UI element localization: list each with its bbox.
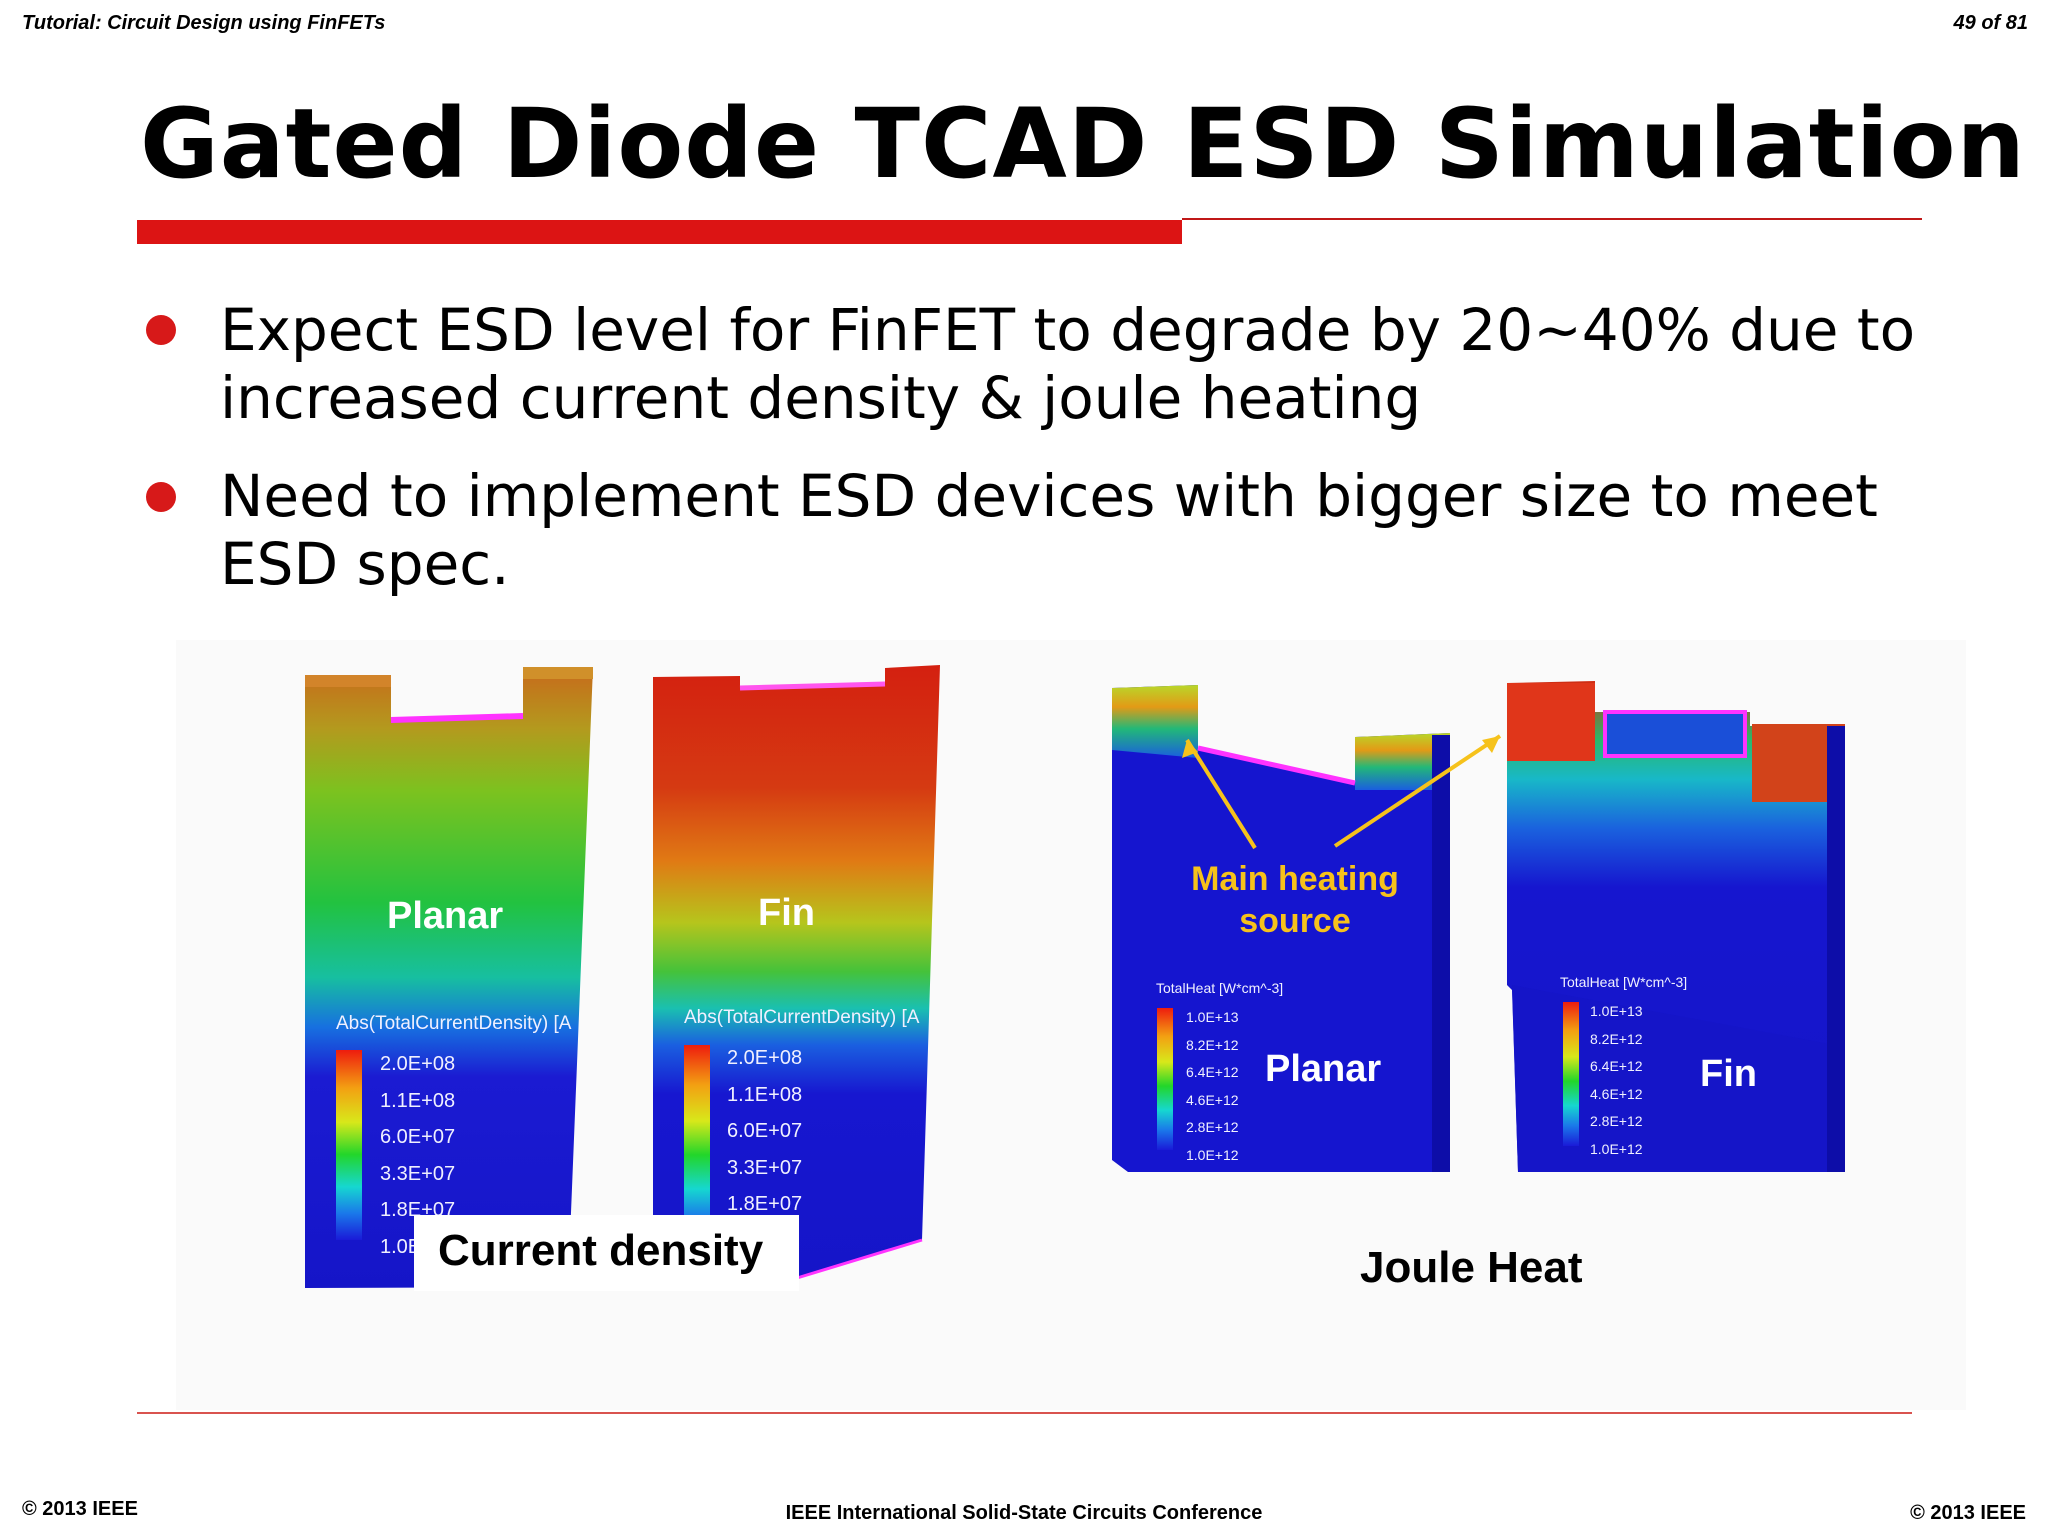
annotation-main-heating-source: Main heating source bbox=[1170, 858, 1420, 942]
bullet-2-line-2: ESD spec. bbox=[220, 530, 510, 598]
bullet-1-line-1: Expect ESD level for FinFET to degrade b… bbox=[220, 296, 1916, 364]
bullet-2: Need to implement ESD devices with bigge… bbox=[220, 462, 1920, 598]
caption-current-density: Current density bbox=[438, 1226, 764, 1275]
header-tutorial-title: Tutorial: Circuit Design using FinFETs bbox=[22, 12, 386, 34]
title-underline-thin bbox=[1182, 218, 1922, 220]
label-planar-current: Planar bbox=[387, 895, 504, 937]
legend-value: 1.0E+13 bbox=[1186, 1009, 1239, 1025]
legend-values-planar-heat: 1.0E+13 8.2E+12 6.4E+12 4.6E+12 2.8E+12 … bbox=[1186, 1004, 1239, 1170]
legend-value: 3.3E+07 bbox=[727, 1156, 803, 1179]
legend-value: 1.0E+13 bbox=[1590, 1003, 1643, 1019]
slide-title: Gated Diode TCAD ESD Simulation bbox=[140, 88, 2026, 200]
legend-value: 4.6E+12 bbox=[1590, 1085, 1643, 1102]
legend-value: 2.0E+08 bbox=[727, 1047, 803, 1069]
legend-title-planar-heat: TotalHeat [W*cm^-3] bbox=[1156, 980, 1284, 996]
bullet-1-line-2: increased current density & joule heatin… bbox=[220, 364, 1422, 432]
footer-copyright-right: © 2013 IEEE bbox=[1910, 1502, 2026, 1524]
legend-value: 1.0E+12 bbox=[1186, 1146, 1239, 1163]
bullet-dot-2 bbox=[146, 482, 176, 512]
legend-values-fin-current: 2.0E+08 1.1E+08 6.0E+07 3.3E+07 1.8E+07 bbox=[727, 1040, 802, 1223]
caption-joule-heat: Joule Heat bbox=[1360, 1243, 1583, 1292]
legend-values-fin-heat: 1.0E+13 8.2E+12 6.4E+12 4.6E+12 2.8E+12 … bbox=[1590, 998, 1643, 1164]
legend-value: 1.0E bbox=[380, 1235, 422, 1258]
legend-value: 4.6E+12 bbox=[1186, 1091, 1239, 1108]
footer-conference: IEEE International Solid-State Circuits … bbox=[785, 1502, 1263, 1524]
label-fin-current: Fin bbox=[758, 892, 815, 934]
legend-title: Abs(TotalCurrentDensity) [A bbox=[684, 1007, 920, 1028]
legend-title-fin-heat: TotalHeat [W*cm^-3] bbox=[1560, 974, 1688, 990]
legend-value: 6.4E+12 bbox=[1186, 1064, 1239, 1081]
title-underline-red bbox=[137, 220, 1182, 244]
legend-planar-current: Abs(TotalCurrentDensity) [A bbox=[336, 1013, 578, 1035]
label-planar-heat: Planar bbox=[1265, 1048, 1382, 1090]
legend-value: 1.0E+12 bbox=[1590, 1140, 1643, 1157]
label-fin-heat: Fin bbox=[1700, 1053, 1757, 1095]
bullet-2-line-1: Need to implement ESD devices with bigge… bbox=[220, 462, 1878, 530]
legend-title: Abs(TotalCurrentDensity) [A bbox=[336, 1013, 572, 1034]
annotation-line-2: source bbox=[1239, 902, 1351, 940]
legend-value: 6.4E+12 bbox=[1590, 1058, 1643, 1075]
bullet-dot-1 bbox=[146, 315, 176, 345]
legend-value: 6.0E+07 bbox=[727, 1120, 803, 1142]
legend-fin-current: Abs(TotalCurrentDensity) [A bbox=[684, 1007, 924, 1029]
legend-value: 8.2E+12 bbox=[1590, 1030, 1643, 1047]
annotation-line-1: Main heating bbox=[1191, 860, 1399, 898]
legend-value: 2.8E+12 bbox=[1186, 1119, 1239, 1136]
legend-value: 1.8E+07 bbox=[727, 1193, 803, 1215]
legend-value: 2.0E+08 bbox=[380, 1053, 456, 1075]
legend-value: 2.8E+12 bbox=[1590, 1113, 1643, 1130]
legend-value: 6.0E+07 bbox=[380, 1126, 456, 1148]
bullet-1: Expect ESD level for FinFET to degrade b… bbox=[220, 296, 1920, 432]
legend-value: 8.2E+12 bbox=[1186, 1036, 1239, 1053]
legend-values-planar-current: 2.0E+08 1.1E+08 6.0E+07 3.3E+07 1.8E+07 … bbox=[380, 1046, 455, 1265]
legend-value: 1.1E+08 bbox=[727, 1083, 803, 1106]
page-number: 49 of 81 bbox=[1953, 12, 2028, 34]
footer-divider bbox=[137, 1412, 1912, 1414]
caption-box-current-density bbox=[414, 1215, 799, 1291]
footer-copyright-left: © 2013 IEEE bbox=[22, 1498, 138, 1520]
legend-value: 3.3E+07 bbox=[380, 1162, 456, 1185]
legend-value: 1.1E+08 bbox=[380, 1089, 456, 1112]
